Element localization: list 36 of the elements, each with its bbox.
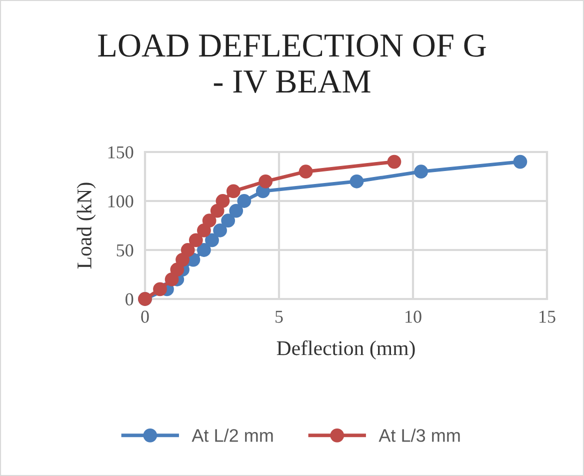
point xyxy=(387,154,402,169)
point xyxy=(164,272,179,286)
point xyxy=(237,194,252,208)
x-tick-label: 10 xyxy=(406,310,422,323)
point xyxy=(414,164,428,179)
x-axis-title: Deflection (mm) xyxy=(276,340,415,360)
point xyxy=(513,154,528,169)
point xyxy=(180,243,195,257)
point xyxy=(197,223,211,238)
point xyxy=(221,214,236,228)
x-tick-label: 15 xyxy=(540,310,556,323)
y-tick-label: 100 xyxy=(108,195,134,208)
point xyxy=(298,164,313,179)
x-tick-label: 5 xyxy=(276,310,283,323)
point xyxy=(153,282,167,296)
point xyxy=(210,204,224,218)
y-tick-label: 0 xyxy=(126,293,134,306)
legend-label: At L/3 mm xyxy=(378,428,460,442)
point xyxy=(350,174,364,188)
point xyxy=(176,252,190,267)
x-tick-label: 0 xyxy=(141,310,149,323)
point xyxy=(197,243,211,257)
point xyxy=(258,174,273,188)
point xyxy=(213,223,227,238)
point xyxy=(216,194,230,208)
point xyxy=(229,204,244,218)
chart-title: LOAD DEFLECTION OF G - IV BEAM xyxy=(98,34,486,93)
point xyxy=(202,214,216,228)
y-tick-label: 150 xyxy=(108,146,134,158)
y-tick-label: 50 xyxy=(116,244,134,256)
point xyxy=(205,233,219,248)
point xyxy=(226,184,240,198)
legend-label: At L/2 mm xyxy=(192,428,273,442)
point xyxy=(170,262,184,277)
y-axis-title: Load (kN) xyxy=(76,182,96,269)
point xyxy=(188,233,203,248)
